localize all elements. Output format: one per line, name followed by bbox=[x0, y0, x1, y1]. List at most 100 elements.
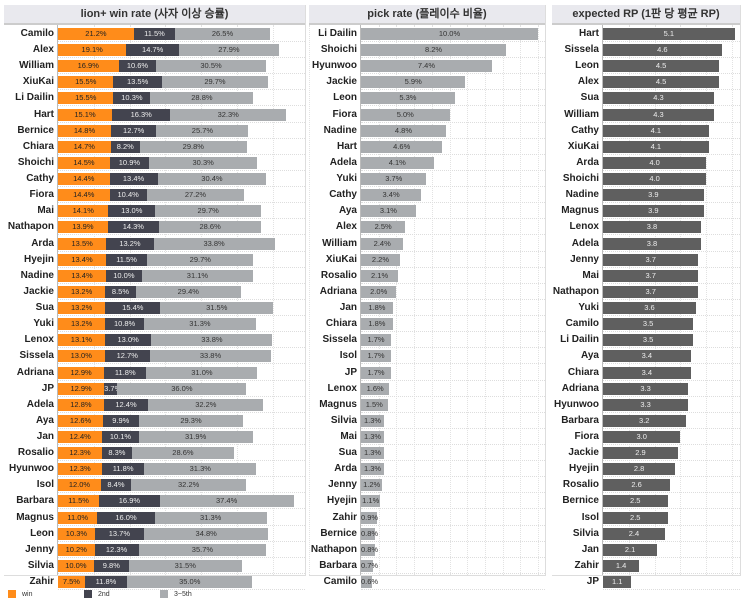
data-label: 3.9 bbox=[648, 190, 659, 200]
pick-rate-bar: 1.5% bbox=[361, 398, 388, 411]
gridline bbox=[129, 25, 131, 575]
second-bar: 8.2% bbox=[110, 140, 140, 153]
win-bar: 11.0% bbox=[58, 511, 98, 524]
third-bar: 36.0% bbox=[117, 382, 247, 395]
row-separator bbox=[361, 282, 545, 284]
second-bar: 11.5% bbox=[105, 253, 148, 266]
row-separator bbox=[58, 73, 305, 75]
row-separator bbox=[58, 444, 305, 445]
expected-rp-bar: 2.1 bbox=[603, 543, 658, 556]
data-label: 1.8% bbox=[368, 319, 386, 329]
row-separator bbox=[361, 508, 545, 510]
pick-rate-bar: 1.3% bbox=[361, 463, 384, 476]
row-separator bbox=[361, 524, 545, 526]
row-separator bbox=[603, 250, 740, 252]
expected-rp-bar: 3.3 bbox=[603, 382, 689, 395]
third-bar: 27.2% bbox=[146, 189, 245, 202]
data-label: 13.4% bbox=[71, 270, 93, 280]
third-bar: 26.5% bbox=[175, 28, 270, 40]
category-label: Arda bbox=[576, 156, 599, 168]
row-separator bbox=[361, 202, 545, 204]
gridline bbox=[272, 25, 274, 575]
expected-rp-bar: 4.1 bbox=[603, 140, 709, 153]
row-separator bbox=[361, 89, 545, 91]
gridline bbox=[680, 25, 682, 575]
category-label: Bernice bbox=[562, 495, 599, 507]
expected-rp-bar: 2.5 bbox=[603, 511, 668, 524]
expected-rp-bar: 3.8 bbox=[603, 221, 702, 234]
data-label: 14.1% bbox=[72, 206, 94, 216]
data-label: 34.8% bbox=[195, 528, 217, 538]
row-separator bbox=[361, 460, 545, 462]
expected-rp-bar: 3.9 bbox=[603, 189, 704, 202]
category-label: Rosalio bbox=[562, 479, 599, 491]
row-separator bbox=[58, 315, 305, 317]
category-label: Alex bbox=[335, 221, 357, 233]
data-label: 0.6% bbox=[361, 577, 379, 587]
category-label: Barbara bbox=[16, 495, 54, 507]
expected-rp-bar: 3.4 bbox=[603, 350, 691, 363]
data-label: 32.2% bbox=[195, 399, 217, 409]
data-label: 12.3% bbox=[105, 544, 128, 554]
category-label: Hyejin bbox=[568, 463, 599, 475]
data-label: 13.2% bbox=[70, 286, 93, 296]
data-label: 3.8 bbox=[646, 222, 658, 232]
category-label: Yuki bbox=[578, 302, 599, 314]
data-label: 3.0 bbox=[636, 432, 647, 441]
expected-rp-bar: 3.0 bbox=[603, 431, 681, 443]
data-label: 16.3% bbox=[130, 109, 152, 119]
data-label: 26.5% bbox=[211, 29, 234, 38]
expected-rp-bar: 3.7 bbox=[603, 269, 699, 282]
row-separator bbox=[361, 105, 545, 107]
expected-rp-bar: 3.5 bbox=[603, 318, 694, 331]
data-label: 13.4% bbox=[71, 254, 93, 264]
win-bar: 13.2% bbox=[58, 302, 106, 315]
pick-rate-bar: 1.8% bbox=[361, 302, 393, 315]
data-label: 29.8% bbox=[182, 141, 204, 151]
pick-rate-bar: 3.7% bbox=[361, 173, 427, 186]
row-separator bbox=[58, 476, 305, 478]
data-label: 11.5% bbox=[116, 254, 137, 264]
row-separator bbox=[603, 363, 740, 365]
data-label: 3.4 bbox=[641, 367, 653, 377]
category-label: Adela bbox=[571, 237, 599, 249]
data-label: 2.5 bbox=[630, 496, 641, 506]
third-bar: 29.7% bbox=[155, 205, 262, 218]
row-separator bbox=[58, 347, 305, 349]
data-label: 4.0 bbox=[649, 157, 660, 167]
data-label: 13.2% bbox=[70, 319, 93, 329]
row-separator bbox=[58, 266, 305, 268]
data-label: 36.0% bbox=[171, 383, 193, 393]
category-label: Jan bbox=[339, 302, 357, 314]
expected-rp-bar: 2.9 bbox=[603, 447, 678, 460]
row-separator bbox=[58, 427, 305, 429]
data-label: 4.1 bbox=[650, 141, 662, 151]
legend-win: win bbox=[8, 590, 33, 598]
row-separator bbox=[603, 395, 740, 397]
data-label: 37.4% bbox=[215, 496, 238, 506]
row-separator bbox=[361, 347, 545, 349]
data-label: 2.5% bbox=[374, 222, 392, 232]
data-label: 1.3% bbox=[363, 415, 382, 425]
third-bar: 29.3% bbox=[138, 414, 244, 427]
data-label: 8.2% bbox=[116, 141, 134, 151]
data-label: 13.1% bbox=[70, 335, 93, 345]
row-separator bbox=[603, 492, 740, 494]
row-separator bbox=[603, 234, 740, 236]
gridline bbox=[520, 25, 522, 575]
third-bar: 33.8% bbox=[150, 350, 271, 363]
category-label: Silvia bbox=[330, 414, 357, 426]
expected-rp-bar: 4.5 bbox=[603, 60, 720, 73]
expected-rp-bar: 3.7 bbox=[603, 285, 699, 298]
second-bar: 10.9% bbox=[109, 156, 149, 169]
data-label: 31.1% bbox=[186, 270, 209, 280]
data-label: 0.7% bbox=[361, 560, 379, 570]
pick-rate-bar: 0.6% bbox=[361, 576, 378, 589]
row-separator bbox=[58, 379, 305, 381]
pick-rate-bar: 3.1% bbox=[361, 205, 416, 218]
data-label: 5.0% bbox=[396, 109, 414, 119]
data-label: 9.8% bbox=[102, 560, 120, 570]
data-label: 14.4% bbox=[73, 174, 95, 184]
data-label: 9.9% bbox=[112, 415, 130, 425]
data-label: 3.7 bbox=[645, 254, 656, 264]
